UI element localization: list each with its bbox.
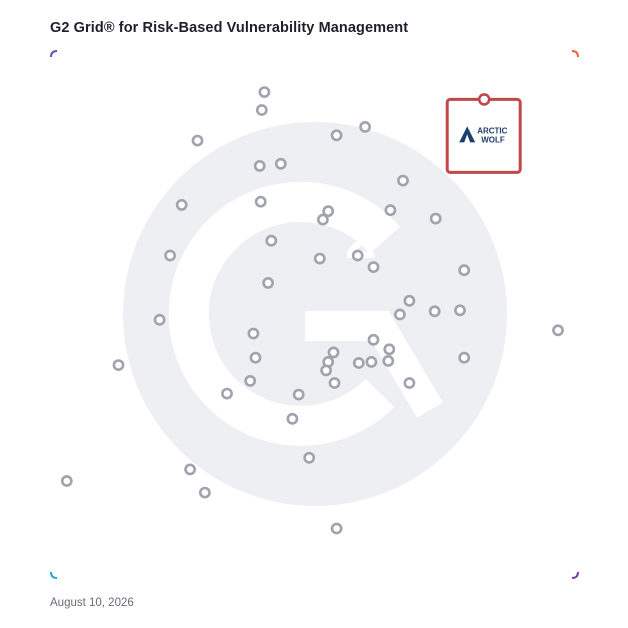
vendor-point-9[interactable] [164,249,176,262]
vendor-point-40[interactable] [367,333,380,346]
vendor-point-27[interactable] [552,324,564,337]
vendor-point-32[interactable] [221,387,233,400]
vendor-point-25[interactable] [393,308,406,321]
vendor-point-highlight[interactable] [477,93,491,106]
vendor-point-46[interactable] [303,451,316,464]
vendor-point-37[interactable] [320,364,332,377]
vendor-point-13[interactable] [359,121,371,133]
data-points [60,86,564,535]
vendor-point-29[interactable] [249,351,262,364]
vendor-point-2[interactable] [255,104,268,116]
vendor-point-34[interactable] [286,412,299,425]
vendor-point-50[interactable] [330,522,343,535]
vendor-point-11[interactable] [153,313,166,326]
vendor-point-19[interactable] [313,252,326,265]
vendor-point-35[interactable] [327,346,340,359]
vendor-point-8[interactable] [265,234,278,247]
vendor-point-39[interactable] [352,357,365,369]
vendor-point-5[interactable] [274,157,287,170]
vendor-point-16[interactable] [316,213,329,226]
vendor-point-3[interactable] [191,134,204,147]
vendor-point-44[interactable] [403,377,416,389]
vendor-point-49[interactable] [60,475,73,487]
vendor-point-42[interactable] [383,343,396,356]
chart-title: G2 Grid® for Risk-Based Vulnerability Ma… [50,20,409,36]
vendor-point-15[interactable] [322,205,335,218]
vendor-point-12[interactable] [330,129,343,142]
vendor-point-24[interactable] [428,305,441,318]
vendor-point-33[interactable] [292,388,305,401]
vendor-point-6[interactable] [175,198,188,211]
vendor-point-7[interactable] [254,195,267,208]
vendor-point-1[interactable] [258,86,271,98]
vendor-point-4[interactable] [253,159,266,172]
vendor-point-18[interactable] [429,212,442,225]
vendor-point-48[interactable] [198,486,211,499]
vendor-point-43[interactable] [382,354,395,367]
vendor-point-17[interactable] [384,204,397,217]
arctic-wolf-logo-icon [459,126,476,143]
vendor-point-14[interactable] [397,174,409,187]
vendor-point-23[interactable] [403,294,416,307]
vendor-point-21[interactable] [367,261,380,273]
vendor-point-20[interactable] [351,249,364,262]
vendor-point-45[interactable] [458,351,471,364]
vendor-point-22[interactable] [458,264,471,277]
vendor-label-line1: ARCTIC [477,126,507,135]
vendor-point-38[interactable] [328,377,341,389]
vendor-point-47[interactable] [184,463,196,476]
vendor-label-line2: WOLF [481,135,505,144]
vendor-point-10[interactable] [262,276,274,289]
vendor-point-26[interactable] [454,304,466,317]
vendor-point-28[interactable] [247,327,260,340]
vendor-point-30[interactable] [244,374,257,387]
vendor-point-31[interactable] [112,359,125,371]
report-date: August 10, 2026 [50,597,134,609]
vendor-point-41[interactable] [365,355,378,368]
